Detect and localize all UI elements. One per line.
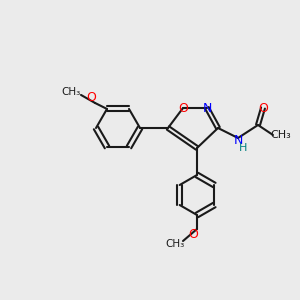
Text: H: H (239, 143, 247, 153)
Text: O: O (258, 101, 268, 115)
Text: N: N (202, 101, 212, 115)
Text: O: O (188, 229, 198, 242)
Text: N: N (233, 134, 243, 148)
Text: O: O (86, 92, 96, 104)
Text: CH₃: CH₃ (165, 239, 184, 249)
Text: CH₃: CH₃ (61, 87, 81, 97)
Text: CH₃: CH₃ (271, 130, 291, 140)
Text: O: O (178, 101, 188, 115)
